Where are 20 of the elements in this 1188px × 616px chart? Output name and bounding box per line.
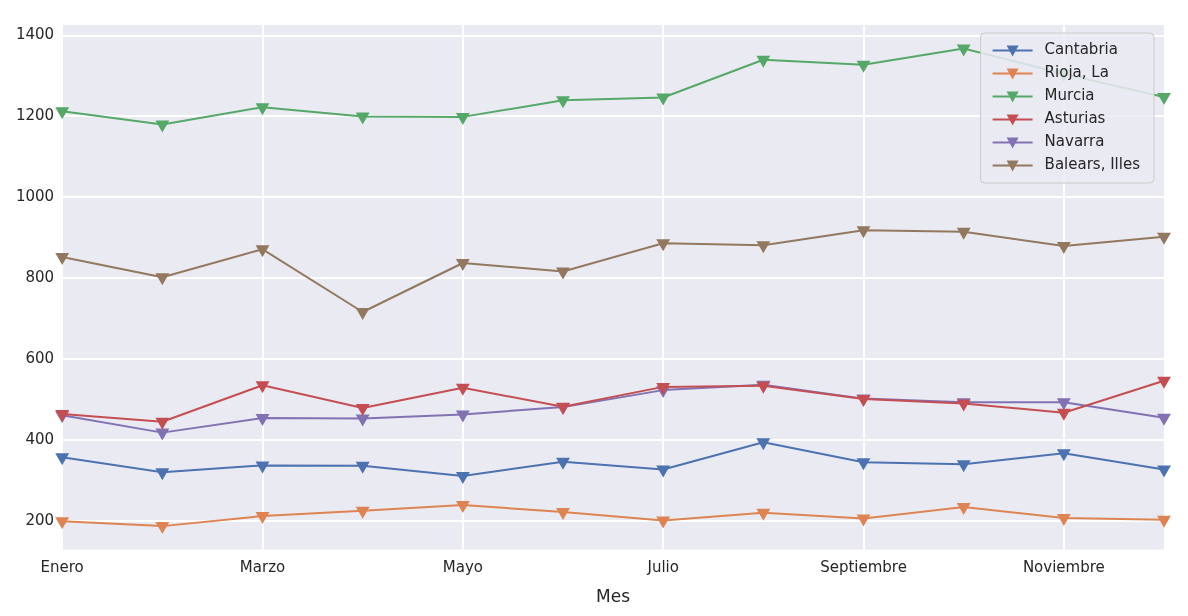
x-tick-label: Noviembre (1022, 558, 1105, 577)
y-tick-label: 1000 (15, 187, 55, 206)
y-tick-label: 800 (25, 268, 55, 287)
y-tick-label: 1200 (15, 106, 55, 125)
x-tick-label: Marzo (239, 558, 286, 577)
x-tick-label: Septiembre (820, 558, 907, 577)
x-tick-label: Julio (646, 558, 679, 577)
legend-label: Navarra (1044, 132, 1105, 151)
y-tick-label: 200 (25, 511, 55, 530)
y-tick-label: 600 (25, 349, 55, 368)
legend-label: Asturias (1044, 109, 1106, 128)
x-tick-label: Enero (40, 558, 84, 577)
legend-label: Rioja, La (1044, 63, 1109, 82)
legend-label: Murcia (1044, 86, 1095, 105)
x-tick-label: Mayo (442, 558, 483, 577)
legend-label: Balears, Illes (1044, 155, 1141, 174)
x-axis-title: Mes (596, 586, 631, 607)
y-tick-label: 400 (25, 430, 55, 449)
y-tick-label: 1400 (15, 25, 55, 44)
legend-label: Cantabria (1044, 40, 1118, 59)
